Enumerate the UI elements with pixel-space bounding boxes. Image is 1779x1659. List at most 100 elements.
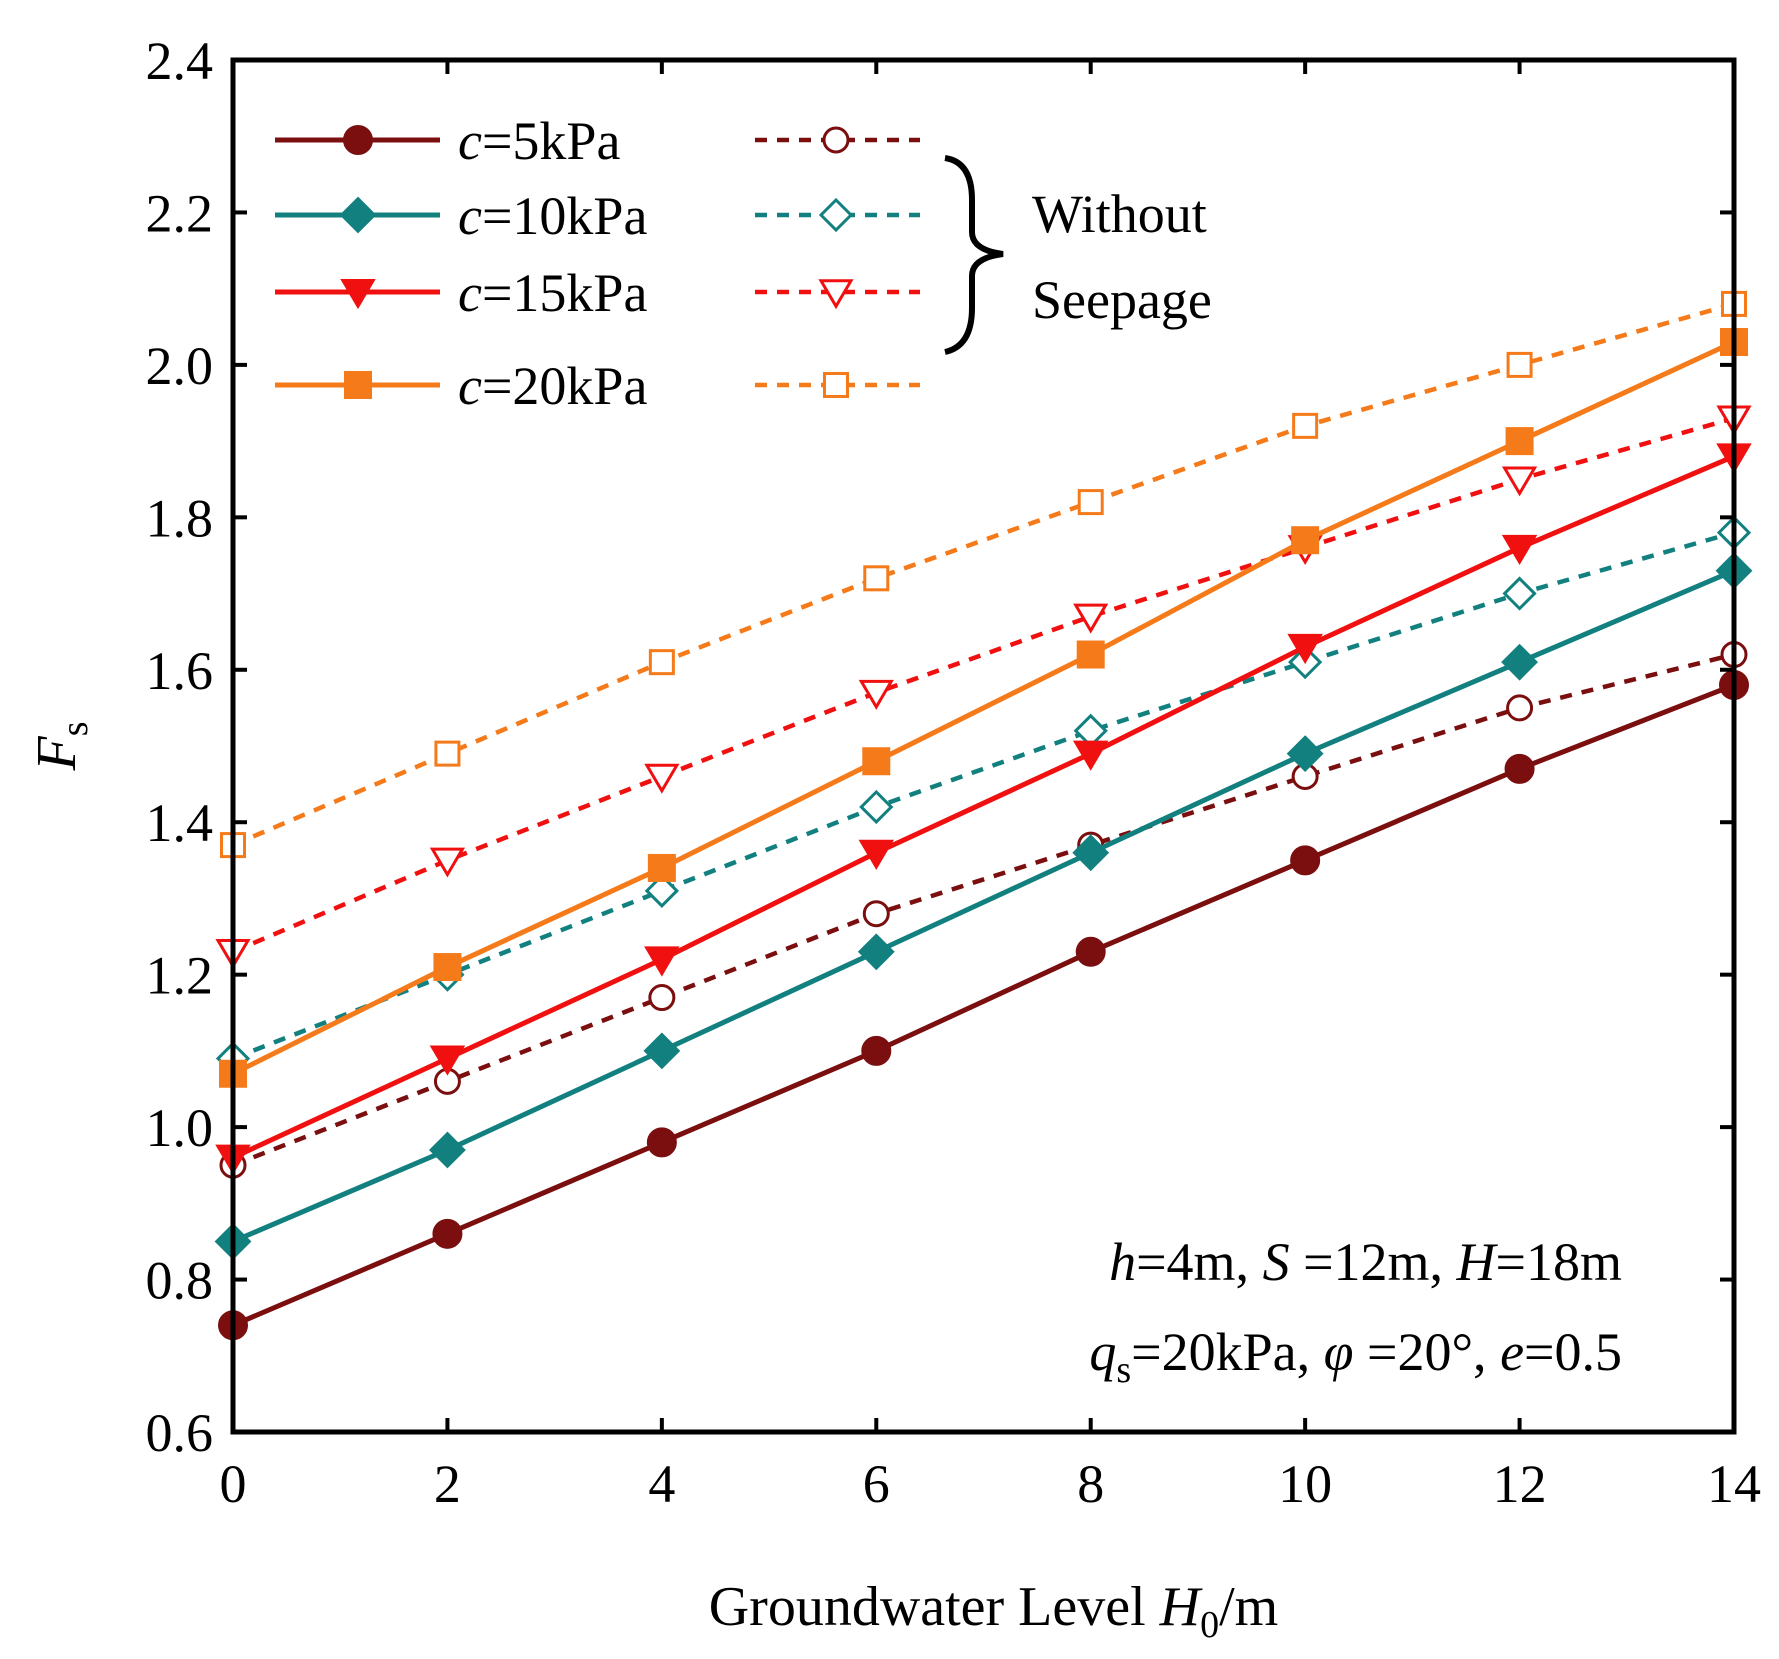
data-point	[857, 933, 895, 971]
y-tick-label: 1.0	[146, 1098, 214, 1158]
legend-marker	[340, 279, 376, 310]
y-tick-label: 1.6	[146, 641, 214, 701]
data-point	[863, 565, 890, 592]
legend-entry: c=20kPa	[275, 356, 647, 416]
data-point	[1504, 753, 1535, 784]
axes: 0 2 4 6 8 10 12 14 0.6 0.8 1.0 1.2 1.4 1.6 1.8 2.0 2.2 2.…	[26, 31, 1761, 1646]
series-line	[232, 682, 1735, 1328]
data-point	[647, 853, 676, 882]
plot-frame	[230, 57, 1737, 1435]
data-point	[644, 946, 680, 977]
series-line	[232, 416, 1735, 954]
y-tick-label: 0.8	[146, 1251, 214, 1311]
data-point	[1502, 576, 1537, 611]
data-point	[644, 873, 679, 908]
data-point	[429, 1131, 466, 1169]
legend-entry: c=5kPa	[275, 111, 620, 171]
legend-entry-without-seepage	[755, 197, 920, 233]
data-point	[429, 1045, 466, 1076]
series-line	[232, 301, 1735, 848]
data-point	[1506, 351, 1533, 378]
series-seepage-20kpa	[219, 328, 1748, 1088]
y-tick-label: 2.4	[146, 31, 214, 91]
data-point	[646, 1127, 677, 1158]
data-point	[1287, 633, 1323, 665]
legend-entry-without-seepage	[755, 126, 920, 154]
y-tick-label: 2.2	[146, 183, 214, 243]
data-point	[1505, 427, 1534, 456]
data-point	[858, 839, 895, 870]
legend-label: c=10kPa	[458, 186, 647, 246]
data-point	[643, 1032, 681, 1070]
x-tick-label: 0	[220, 1454, 247, 1514]
data-point	[1290, 845, 1321, 876]
y-tick-label: 2.0	[146, 336, 214, 396]
legend-marker	[818, 197, 854, 233]
series-seepage-15kpa	[215, 443, 1752, 1175]
x-tick-label: 10	[1278, 1454, 1332, 1514]
data-point	[1506, 694, 1534, 722]
data-point	[1501, 466, 1538, 497]
legend-marker	[339, 196, 377, 234]
data-point	[434, 740, 461, 767]
data-point	[862, 747, 891, 776]
data-point	[861, 1035, 892, 1066]
data-point	[862, 900, 890, 928]
annotation-line2: qs=20kPa, φ =20°, e=0.5	[1089, 1322, 1622, 1391]
legend-marker	[343, 125, 373, 155]
legend-label: c=20kPa	[458, 356, 647, 416]
legend-group-label-line1: Without	[1032, 184, 1207, 244]
data-point	[1292, 412, 1319, 439]
data-point	[1291, 526, 1320, 555]
annotation-line1: h=4m, S =12m, H=18m	[1109, 1232, 1622, 1292]
series-line	[231, 454, 1735, 1160]
x-axis-title: Groundwater Level H0/m	[709, 1576, 1279, 1646]
data-point	[1501, 643, 1538, 681]
data-point	[859, 789, 894, 825]
y-tick-label: 1.4	[146, 793, 214, 853]
legend-brace	[944, 155, 1004, 355]
x-tick-label: 14	[1707, 1454, 1761, 1514]
legend-entry: c=15kPa	[275, 263, 647, 323]
legend-label: c=5kPa	[458, 111, 620, 171]
data-point	[644, 763, 680, 794]
annotation: h=4m, S =12m, H=18m qs=20kPa, φ =20°, e=0…	[1089, 1232, 1622, 1391]
legend-marker	[823, 372, 849, 398]
series-line	[231, 339, 1736, 1076]
legend-marker	[818, 279, 854, 310]
data-point	[432, 1218, 463, 1249]
legend-entry: c=10kPa	[275, 186, 647, 246]
data-point	[1077, 489, 1104, 516]
series-line	[232, 652, 1735, 1168]
y-axis-title: Fs	[26, 721, 96, 771]
series-line	[232, 568, 1735, 1244]
x-tick-label: 6	[863, 1454, 890, 1514]
legend-entry-without-seepage	[755, 279, 920, 310]
x-tick-label: 4	[648, 1454, 675, 1514]
x-tick-label: 8	[1077, 1454, 1104, 1514]
legend-group-label-line2: Seepage	[1032, 270, 1212, 330]
data-point	[648, 649, 675, 676]
legend-entry-without-seepage	[755, 372, 920, 398]
legend-label: c=15kPa	[458, 263, 647, 323]
legend: c=5kPa c=10kPa c=15kPa c=20kPa Without Seepag…	[275, 111, 1212, 416]
data-point	[429, 847, 466, 878]
series-no-seepage-5kpa	[219, 641, 1748, 1179]
x-tick-label: 12	[1493, 1454, 1547, 1514]
plot-area	[214, 290, 1753, 1341]
data-point	[1076, 640, 1105, 669]
data-point	[1075, 936, 1106, 967]
data-point	[1072, 834, 1110, 872]
data-point	[1501, 534, 1538, 565]
data-point	[433, 953, 462, 982]
legend-marker	[344, 371, 372, 399]
data-point	[1072, 740, 1109, 771]
data-point	[648, 984, 676, 1012]
data-point	[858, 679, 894, 710]
y-tick-label: 0.6	[146, 1403, 214, 1463]
y-tick-label: 1.2	[146, 946, 214, 1006]
y-tick-label: 1.8	[146, 488, 214, 548]
series-line	[232, 530, 1735, 1061]
